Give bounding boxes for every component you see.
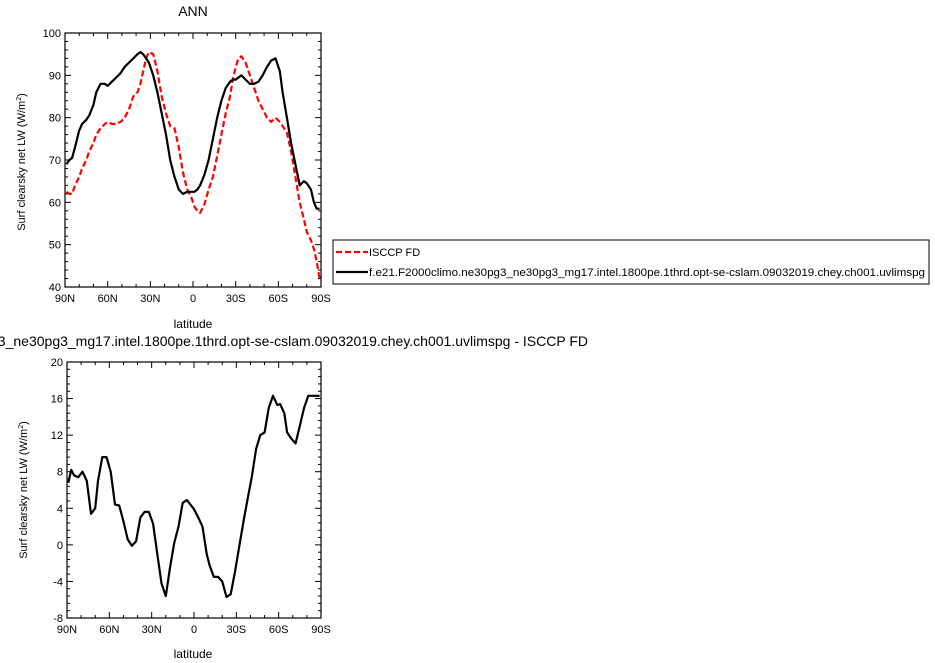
x-tick-label: 0 [190,293,196,305]
x-tick-label: 30S [227,624,247,636]
y-tick-label: -4 [53,576,63,588]
legend-label-isccp: ISCCP FD [369,247,420,259]
y-tick-label: 4 [57,503,63,515]
bottom-chart-title: f.e21.F2000climo.ne30pg3_ne30pg3_mg17.in… [0,333,588,349]
legend-box [332,239,930,285]
bottom-plot-frame [66,361,322,619]
bottom-x-axis-label: latitude [174,647,213,661]
bottom-axis-ticks: 90N 60N 30N 0 30S 60S 90S -8 -4 0 4 8 12 16 20 [51,357,331,636]
x-tick-label: 0 [191,624,197,636]
top-x-axis-label: latitude [174,317,213,331]
series-line-1-2 [65,50,320,210]
y-tick-label: 100 [43,28,61,40]
bottom-y-axis-label: Surf clearsky net LW (W/m2) [18,421,30,559]
x-tick-label: 30N [142,624,162,636]
x-tick-label: 90N [55,293,75,305]
bottom-series-layer [67,394,320,599]
top-axis-ticks: 90N 60N 30N 0 30S 60S 90S 40 50 60 70 80 90 100 [43,28,331,305]
x-tick-label: 30N [140,293,160,305]
y-tick-label: 90 [49,70,61,82]
y-tick-label: 60 [49,197,61,209]
legend: ISCCP FD f.e21.F2000climo.ne30pg3_ne30pg… [332,239,930,285]
y-tick-label: 50 [49,240,61,252]
top-chart-title: ANN [178,3,208,19]
legend-label-model: f.e21.F2000climo.ne30pg3_ne30pg3_mg17.in… [369,267,925,279]
x-tick-label: 90S [311,293,331,305]
x-tick-label: 90N [57,624,77,636]
y-tick-label: 8 [57,467,63,479]
x-tick-label: 60N [98,293,118,305]
y-tick-label: 80 [49,113,61,125]
series-line-2-1 [67,394,320,599]
series-line-1-1 [65,50,321,279]
x-tick-label: 60S [269,293,289,305]
bottom-panel: f.e21.F2000climo.ne30pg3_ne30pg3_mg17.in… [0,333,588,661]
x-tick-label: 60N [99,624,119,636]
y-tick-label: 16 [51,394,63,406]
x-tick-label: 30S [226,293,246,305]
y-tick-label: 70 [49,155,61,167]
y-tick-label: 40 [49,282,61,294]
y-tick-label: 12 [51,430,63,442]
y-tick-label: -8 [53,613,63,625]
y-tick-label: 0 [57,540,63,552]
y-tick-label: 20 [51,357,63,369]
top-y-axis-label: Surf clearsky net LW (W/m2) [16,93,28,231]
top-plot-frame [64,32,322,288]
top-panel: ANN 90N 60N 30N 0 30S 60S 90S 40 50 60 70 80 90 100 l… [16,3,930,331]
top-series-layer [65,50,321,279]
x-tick-label: 90S [311,624,331,636]
x-tick-label: 60S [269,624,289,636]
